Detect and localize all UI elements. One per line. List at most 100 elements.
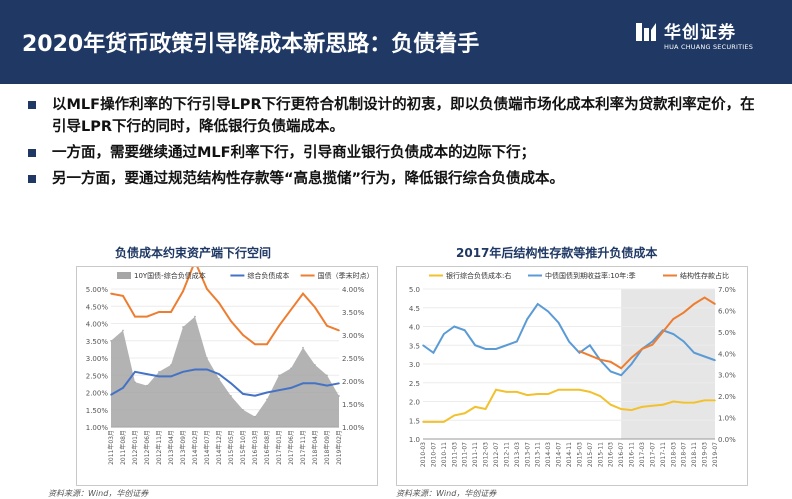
data-point xyxy=(557,388,560,391)
x-axis-tick-label: 2013年09月 xyxy=(179,430,187,465)
right-axis-tick-label: 2.0% xyxy=(718,393,736,401)
data-point xyxy=(266,391,268,394)
data-point xyxy=(568,340,570,343)
data-point xyxy=(672,333,675,335)
right-chart: 5.0 4.5 4.0 3.5 3.0 2.5 2.0 1.5 1.0 7.0% 6.0% 5.0% 4… xyxy=(409,271,736,467)
left-axis-tick-label: 2.0 xyxy=(409,399,420,407)
data-point xyxy=(599,395,602,397)
data-point xyxy=(314,306,316,309)
data-point xyxy=(630,363,633,365)
data-point xyxy=(302,346,304,349)
data-point xyxy=(314,382,316,385)
data-point xyxy=(589,344,591,347)
data-point xyxy=(547,310,549,313)
data-point xyxy=(290,367,292,370)
page-title: 2020年货币政策引导降成本新思路：负债着手 xyxy=(22,32,480,57)
data-point xyxy=(474,344,476,347)
right-axis-tick-label: 1.50% xyxy=(342,401,365,409)
data-point xyxy=(651,343,654,346)
data-point xyxy=(516,391,518,393)
bullet-text: 以MLF操作利率的下行引导LPR下行更符合机制设计的初衷，即以负债端市场化成本利… xyxy=(52,97,755,135)
data-point xyxy=(714,303,716,305)
bullet-square-icon xyxy=(28,149,36,157)
right-axis-tick-label: 6.0% xyxy=(718,307,736,315)
data-point xyxy=(278,374,280,377)
legend-label: 银行综合负债成本:右 xyxy=(446,271,511,280)
bullet-square-icon xyxy=(28,101,36,109)
data-point xyxy=(682,401,685,404)
data-point xyxy=(302,382,304,385)
data-point xyxy=(474,406,476,408)
data-point xyxy=(703,399,706,402)
data-point xyxy=(182,290,184,293)
data-point xyxy=(714,359,716,362)
left-chart-title: 负债成本约束资产端下行空间 xyxy=(115,246,272,260)
logo-text-cn: 华创证券 xyxy=(664,23,736,43)
x-axis-tick-label: 2017-03 xyxy=(639,442,646,467)
data-point xyxy=(682,311,685,314)
data-point xyxy=(326,374,328,377)
left-axis-tick-label: 5.00% xyxy=(86,286,109,294)
x-axis-tick-label: 2017年06月 xyxy=(287,430,295,465)
data-point xyxy=(206,288,208,290)
series-line xyxy=(110,368,340,397)
data-point xyxy=(422,421,424,423)
right-axis-tick-label: 3.00% xyxy=(342,332,365,340)
data-point xyxy=(182,326,184,328)
data-point xyxy=(110,292,112,295)
x-axis-tick-label: 2016年03月 xyxy=(251,430,259,465)
data-point xyxy=(609,403,612,406)
data-point xyxy=(110,339,112,342)
x-axis-tick-label: 2012年01月 xyxy=(131,430,139,465)
left-axis-tick-label: 3.00% xyxy=(86,355,109,363)
left-axis-tick-label: 5.0 xyxy=(409,286,420,294)
bullet-text: 另一方面，要通过规范结构性存款等“高息揽储”行为，降低银行综合负债成本。 xyxy=(52,171,565,187)
data-point xyxy=(672,400,675,403)
x-axis-tick-label: 2018年04月 xyxy=(311,430,319,465)
data-point xyxy=(547,393,549,395)
right-chart-title: 2017年后结构性存款等推升负债成本 xyxy=(456,246,658,260)
data-point xyxy=(672,318,675,320)
data-point xyxy=(432,421,435,423)
left-axis-tick-label: 1.00% xyxy=(86,424,109,432)
x-axis-tick-label: 2011年08月 xyxy=(119,430,127,465)
legend-label: 国债（季末时点） xyxy=(318,271,374,280)
x-axis-tick-label: 2015-07 xyxy=(587,442,594,467)
data-point xyxy=(230,395,232,397)
x-axis-tick-label: 2014-03 xyxy=(545,442,552,467)
legend-label: 中债国债到期收益率:10年:季 xyxy=(545,271,636,280)
data-point xyxy=(620,408,622,410)
data-point xyxy=(158,311,160,313)
data-point xyxy=(122,387,124,389)
data-point xyxy=(134,371,136,373)
right-axis-tick-label: 4.00% xyxy=(342,286,365,294)
left-chart-panel: 5.00% 4.50% 4.00% 3.50% 3.00% 2.50% 2.00% 1.50%… xyxy=(76,258,378,486)
right-axis-tick-label: 4.0% xyxy=(718,350,736,358)
left-axis-tick-label: 2.50% xyxy=(86,372,109,380)
data-point xyxy=(589,391,591,393)
data-point xyxy=(453,414,456,417)
data-point xyxy=(134,381,136,383)
data-point xyxy=(110,394,112,396)
x-axis-tick-label: 2017-11 xyxy=(660,442,667,467)
data-point xyxy=(662,331,664,333)
data-point xyxy=(146,373,148,375)
x-axis-tick-label: 2014年02月 xyxy=(191,430,199,465)
data-point xyxy=(278,389,280,391)
data-point xyxy=(578,388,581,391)
data-point xyxy=(484,408,487,410)
data-point xyxy=(630,356,633,359)
x-axis-tick-label: 2013-11 xyxy=(535,442,542,467)
x-axis-tick-label: 2010-07 xyxy=(430,442,437,467)
data-point xyxy=(714,399,716,402)
legend-label: 综合负债成本 xyxy=(247,271,289,280)
x-axis-tick-label: 2010-03 xyxy=(420,442,427,467)
data-point xyxy=(630,409,633,411)
x-axis-tick-label: 2018-11 xyxy=(691,442,698,467)
right-axis-tick-label: 0.0% xyxy=(718,436,736,444)
data-point xyxy=(206,357,208,359)
x-axis-tick-label: 2013-03 xyxy=(514,442,521,467)
data-point xyxy=(242,393,244,395)
x-axis-tick-label: 2012年11月 xyxy=(155,430,163,465)
data-point xyxy=(536,393,539,395)
